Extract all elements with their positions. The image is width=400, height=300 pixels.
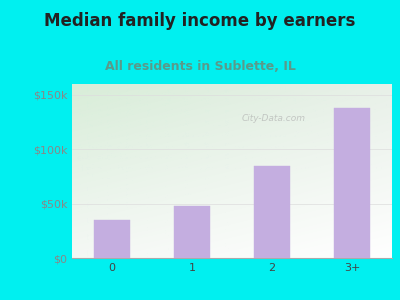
Bar <box>174 206 210 258</box>
Text: All residents in Sublette, IL: All residents in Sublette, IL <box>104 60 296 73</box>
Bar <box>94 220 130 258</box>
Text: Median family income by earners: Median family income by earners <box>44 12 356 30</box>
Bar <box>254 166 290 258</box>
Bar <box>334 108 370 258</box>
Text: City-Data.com: City-Data.com <box>242 114 306 123</box>
